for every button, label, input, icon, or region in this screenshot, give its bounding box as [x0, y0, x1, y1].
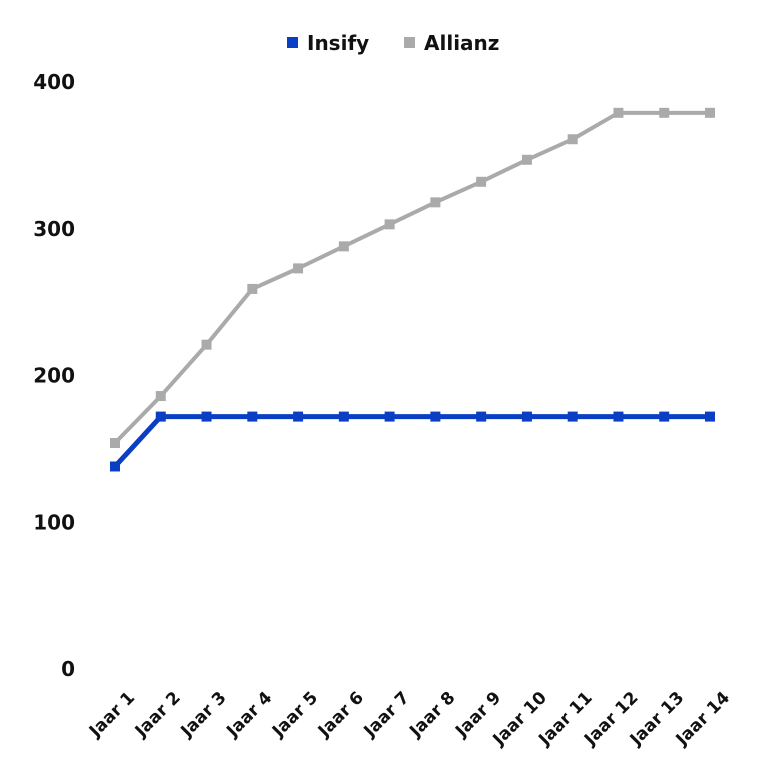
data-point [705, 107, 715, 118]
data-point [613, 411, 624, 422]
data-point [110, 438, 120, 449]
data-point [705, 411, 715, 422]
data-point [659, 107, 670, 118]
data-point [338, 411, 349, 422]
data-point [659, 411, 670, 422]
data-point [247, 283, 258, 294]
series-line [113, 414, 710, 469]
legend-swatch [287, 37, 298, 48]
data-point [155, 411, 166, 422]
x-tick-label: Jaar 3 [177, 688, 231, 742]
y-tick-label: 400 [33, 70, 75, 94]
series-line [113, 110, 710, 445]
data-point [110, 461, 120, 472]
series-allianz [110, 107, 715, 449]
data-point [567, 134, 578, 145]
y-tick-label: 100 [33, 510, 75, 534]
x-tick-label: Jaar 5 [268, 688, 322, 742]
data-point [521, 411, 532, 422]
series-insify [110, 411, 715, 472]
data-point [613, 107, 624, 118]
data-point [293, 411, 304, 422]
legend-label: Insify [307, 31, 369, 55]
x-tick-label: Jaar 4 [222, 688, 276, 742]
y-tick-label: 0 [61, 657, 75, 681]
data-point [201, 339, 212, 350]
legend-item-insify: Insify [287, 31, 369, 55]
legend-item-allianz: Allianz [404, 31, 499, 55]
y-tick-label: 200 [33, 364, 75, 388]
data-point [567, 411, 578, 422]
data-point [155, 391, 166, 402]
x-tick-label: Jaar 2 [131, 688, 185, 742]
data-point [338, 241, 349, 252]
legend-swatch [404, 37, 415, 48]
series-layer [110, 107, 715, 472]
legend: Insify Allianz [287, 31, 499, 55]
x-tick-label: Jaar 1 [85, 688, 139, 742]
data-point [293, 263, 304, 274]
legend-label: Allianz [424, 31, 499, 55]
data-point [247, 411, 258, 422]
x-tick-label: Jaar 8 [405, 688, 459, 742]
x-tick-label: Jaar 7 [360, 688, 414, 742]
data-point [201, 411, 212, 422]
data-point [430, 411, 441, 422]
x-tick-label: Jaar 6 [314, 688, 368, 742]
data-point [430, 197, 441, 208]
data-point [384, 219, 395, 230]
data-point [476, 411, 487, 422]
data-point [384, 411, 395, 422]
y-axis: 0 100 200 300 400 [33, 70, 75, 681]
data-point [521, 154, 532, 165]
y-tick-label: 300 [33, 217, 75, 241]
data-point [476, 176, 487, 187]
